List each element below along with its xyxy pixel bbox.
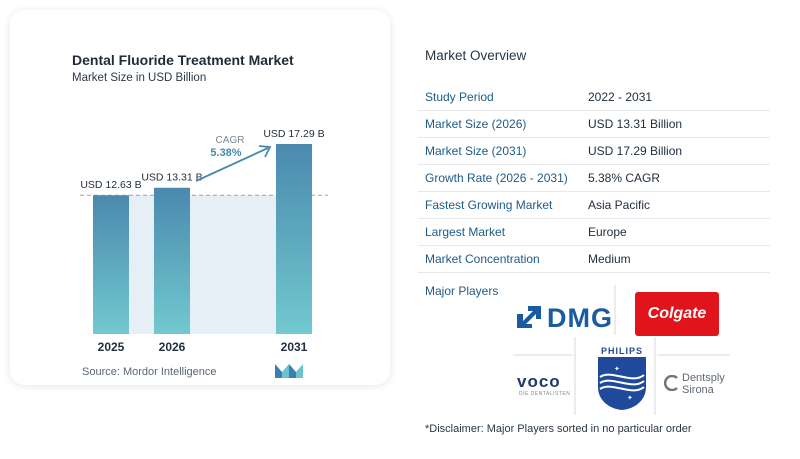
disclaimer: *Disclaimer: Major Players sorted in no …: [425, 423, 692, 435]
source-note: Source: Mordor Intelligence: [82, 366, 217, 378]
row-value: 5.38% CAGR: [588, 171, 661, 185]
overview-row: Market Concentration Medium: [418, 246, 770, 273]
philips-shield-icon: ✦ ✦: [598, 357, 646, 410]
x-tick-label-2026: 2026: [159, 340, 186, 354]
dentsply-icon: [664, 375, 678, 391]
overview-title: Market Overview: [425, 48, 527, 63]
row-value: USD 13.31 Billion: [588, 117, 683, 131]
data-label-2031: USD 17.29 B: [263, 128, 324, 140]
row-value: Asia Pacific: [588, 198, 651, 212]
cagr-arrow-line: [195, 147, 269, 182]
row-label: Fastest Growing Market: [425, 198, 553, 212]
x-tick-label-2025: 2025: [98, 340, 125, 354]
cagr-arrow-head: [258, 145, 272, 158]
overview-row: Market Size (2026) USD 13.31 Billion: [418, 111, 770, 138]
sirona-text: Sirona: [682, 384, 714, 396]
colgate-logo: Colgate: [635, 292, 719, 336]
data-label-2026: USD 13.31 B: [141, 172, 202, 184]
row-label: Study Period: [425, 90, 494, 104]
dentsply-logo: Dentsply Sirona: [682, 372, 725, 396]
row-label: Largest Market: [425, 225, 506, 239]
voco-tagline: DIE DENTALISTEN: [519, 391, 571, 397]
row-label: Market Concentration: [425, 252, 540, 266]
chart-subtitle: Market Size in USD Billion: [72, 72, 207, 84]
players-grid: [513, 285, 730, 415]
row-value: Medium: [588, 252, 631, 266]
row-value: USD 17.29 Billion: [588, 144, 683, 158]
overview-row: Fastest Growing Market Asia Pacific: [418, 192, 770, 219]
x-tick-label-2031: 2031: [281, 340, 308, 354]
row-label: Growth Rate (2026 - 2031): [425, 171, 568, 185]
major-players-title: Major Players: [425, 284, 499, 298]
row-label: Market Size (2026): [425, 117, 527, 131]
row-value: 2022 - 2031: [588, 90, 653, 104]
svg-text:✦: ✦: [627, 394, 633, 402]
overview-row: Largest Market Europe: [418, 219, 770, 246]
bar-2026: [154, 187, 190, 334]
overview-row: Market Size (2031) USD 17.29 Billion: [418, 138, 770, 165]
voco-logo: voco: [517, 372, 561, 391]
colgate-text: Colgate: [647, 305, 707, 322]
svg-text:✦: ✦: [614, 365, 620, 373]
cagr-value: 5.38%: [210, 147, 241, 159]
bar-2025: [93, 195, 129, 334]
row-value: Europe: [588, 225, 627, 239]
cagr-label: CAGR: [216, 135, 245, 146]
bar-2031: [276, 144, 312, 334]
dmg-arrow-icon: [517, 306, 541, 328]
overview-table: Study Period 2022 - 2031 Market Size (20…: [418, 84, 770, 273]
mordor-logo-icon: [275, 364, 303, 378]
dentsply-text: Dentsply: [682, 372, 725, 384]
overview-row: Growth Rate (2026 - 2031) 5.38% CAGR: [418, 165, 770, 192]
philips-wordmark: PHILIPS: [601, 346, 644, 356]
overview-row: Study Period 2022 - 2031: [418, 84, 770, 111]
dmg-logo: DMG: [547, 303, 613, 333]
data-label-2025: USD 12.63 B: [80, 179, 141, 191]
chart-title: Dental Fluoride Treatment Market: [72, 52, 294, 68]
bar-chart: USD 12.63 B 2025 USD 13.31 B 2026 USD 17.29 …: [80, 128, 328, 354]
row-label: Market Size (2031): [425, 144, 527, 158]
